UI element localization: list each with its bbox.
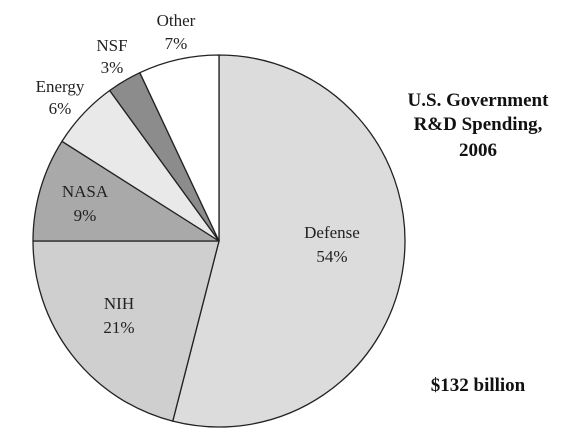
slice-label-defense: Defense: [304, 223, 360, 242]
pie-slices: [32, 54, 406, 428]
slice-value-nsf: 3%: [101, 58, 124, 77]
pie-slice-other: [139, 54, 220, 242]
slice-label-nih: NIH: [104, 294, 134, 313]
slice-label-energy: Energy: [36, 77, 85, 96]
chart-title-line-3: 2006: [459, 140, 497, 161]
slice-label-nsf: NSF: [96, 36, 127, 55]
slice-value-energy: 6%: [49, 99, 72, 118]
slice-label-other: Other: [157, 11, 196, 30]
pie-slice-nasa: [32, 140, 220, 242]
slice-value-nasa: 9%: [74, 206, 97, 225]
slice-labels: Defense 54% NIH 21% NASA 9% Energy 6% NSF 3% Other…: [36, 11, 360, 337]
pie-slice-nih: [32, 240, 220, 422]
chart-title-line-2: R&D Spending,: [414, 114, 543, 135]
slice-label-nasa: NASA: [62, 182, 109, 201]
pie-slice-defense: [172, 54, 406, 428]
slice-value-defense: 54%: [316, 247, 347, 266]
slice-value-nih: 21%: [103, 318, 134, 337]
total-spending-label: $132 billion: [431, 375, 526, 396]
slice-value-other: 7%: [165, 34, 188, 53]
chart-title: U.S. Government R&D Spending, 2006: [408, 90, 550, 161]
chart-title-line-1: U.S. Government: [408, 90, 550, 111]
